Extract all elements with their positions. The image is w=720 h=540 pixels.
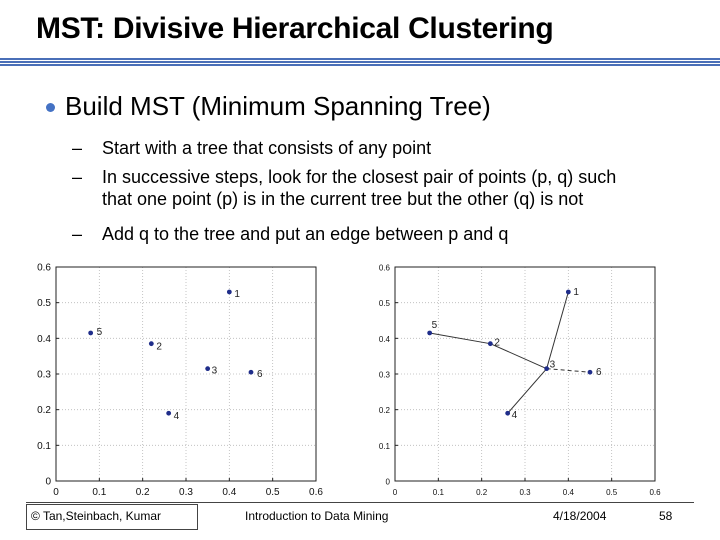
- x-tick-label: 0.4: [563, 488, 575, 497]
- x-tick-label: 0.1: [92, 487, 106, 498]
- subbullet-text: Start with a tree that consists of any p…: [102, 138, 432, 158]
- x-tick-label: 0.3: [179, 487, 193, 498]
- x-tick-label: 0.1: [433, 488, 445, 497]
- main-bullet: Build MST (Minimum Spanning Tree): [65, 91, 491, 121]
- point-label-5: 5: [97, 327, 103, 338]
- footer-page-number: 58: [659, 509, 673, 523]
- dash-icon: –: [72, 224, 83, 244]
- footer-course: Introduction to Data Mining: [245, 509, 389, 523]
- title-rule: [0, 58, 720, 66]
- mst-edge-5-2: [429, 332, 491, 345]
- subbullet-text: In successive steps, look for the closes…: [102, 167, 617, 187]
- y-tick-label: 0.6: [379, 264, 391, 273]
- point-label-4: 4: [512, 410, 518, 421]
- mst-edge-3-6: [546, 368, 591, 373]
- x-tick-label: 0: [393, 488, 398, 497]
- dash-icon: –: [72, 138, 83, 158]
- x-tick-label: 0.6: [649, 488, 661, 497]
- point-label-1: 1: [234, 289, 240, 300]
- footer-copyright-box: [26, 504, 198, 530]
- x-tick-label: 0.3: [519, 488, 531, 497]
- mst-edge-1-3: [546, 291, 569, 369]
- point-label-4: 4: [174, 411, 180, 422]
- x-tick-label: 0.5: [266, 487, 280, 498]
- subbullet-3: – Add q to the tree and put an edge betwe…: [72, 223, 508, 245]
- point-label-2: 2: [494, 338, 500, 349]
- y-tick-label: 0.2: [379, 406, 391, 415]
- point-label-3: 3: [212, 366, 218, 377]
- y-tick-label: 0.1: [37, 441, 51, 452]
- x-tick-label: 0.2: [136, 487, 150, 498]
- data-point-5: [427, 330, 433, 336]
- bullet-dot-icon: [46, 103, 55, 112]
- data-point-3: [544, 366, 550, 372]
- y-tick-label: 0.3: [379, 371, 391, 380]
- y-tick-label: 0.3: [37, 370, 51, 381]
- subbullet-text: Add q to the tree and put an edge betwee…: [102, 224, 509, 244]
- mst-edge-2-3: [490, 343, 547, 370]
- data-point-1: [226, 289, 232, 295]
- y-tick-label: 0.4: [379, 335, 391, 344]
- point-label-6: 6: [257, 369, 263, 380]
- y-tick-label: 0.4: [37, 334, 51, 345]
- data-point-2: [487, 341, 493, 347]
- subbullet-2-continued: that one point (p) is in the current tre…: [102, 189, 584, 209]
- data-point-4: [505, 410, 511, 416]
- point-label-5: 5: [432, 320, 438, 331]
- y-tick-label: 0.1: [379, 442, 391, 451]
- point-label-3: 3: [550, 360, 556, 371]
- subbullet-2: – In successive steps, look for the close…: [72, 166, 616, 188]
- y-tick-label: 0: [386, 478, 391, 487]
- point-label-2: 2: [156, 342, 162, 353]
- data-point-6: [248, 369, 254, 375]
- dash-icon: –: [72, 167, 83, 187]
- footer-date: 4/18/2004: [553, 509, 607, 523]
- scatter-plot-points: 0 0.1 0.2 0.3 0.4 0.5 0.6 0 0.1 0.2 0.3 0.4 0.5 0.6 1 2…: [37, 263, 323, 499]
- y-tick-label: 0.5: [379, 299, 391, 308]
- x-tick-label: 0.5: [606, 488, 618, 497]
- footer-copyright: © Tan,Steinbach, Kumar: [31, 509, 162, 523]
- y-tick-label: 0.6: [37, 263, 51, 274]
- footer-rule: [26, 502, 694, 503]
- x-tick-label: 0.4: [222, 487, 236, 498]
- x-tick-label: 0.6: [309, 487, 323, 498]
- data-point-2: [148, 341, 154, 347]
- data-point-5: [88, 330, 94, 336]
- slide-title: MST: Divisive Hierarchical Clustering: [36, 12, 554, 45]
- x-tick-label: 0: [53, 487, 59, 498]
- y-tick-label: 0: [45, 477, 51, 488]
- scatter-plot-mst: 0 0.1 0.2 0.3 0.4 0.5 0.6 0 0.1 0.2 0.3 0.4 0.5 0.6 1 2…: [379, 264, 661, 498]
- y-tick-label: 0.2: [37, 405, 51, 416]
- data-point-4: [166, 410, 172, 416]
- point-label-1: 1: [573, 287, 579, 298]
- data-point-6: [587, 369, 593, 375]
- x-tick-label: 0.2: [476, 488, 488, 497]
- point-label-6: 6: [596, 367, 602, 378]
- data-point-3: [205, 366, 211, 372]
- subbullet-1: – Start with a tree that consists of any …: [72, 137, 431, 159]
- y-tick-label: 0.5: [37, 298, 51, 309]
- data-point-1: [565, 289, 571, 295]
- mst-edge-3-4: [507, 368, 548, 414]
